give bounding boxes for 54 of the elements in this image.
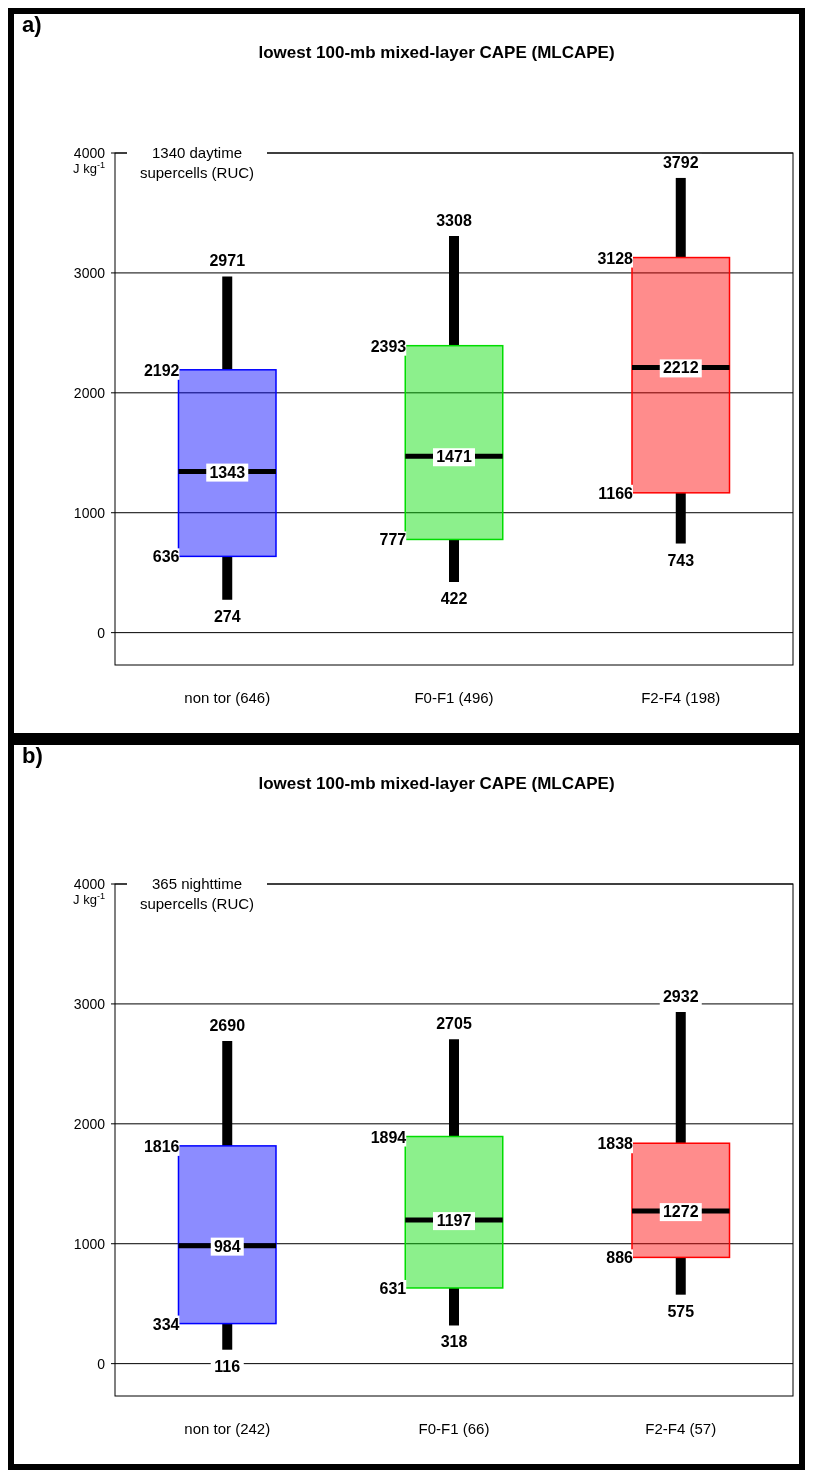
annotation: 1838 <box>597 1135 634 1153</box>
x-tick-label: F2-F4 (57) <box>645 1420 717 1437</box>
y-tick-label: 4000 <box>73 876 106 892</box>
annotation: 886 <box>606 1249 634 1267</box>
annotation: 1816 <box>143 1137 180 1155</box>
annotation: 422 <box>440 590 468 608</box>
y-tick-label: 1000 <box>73 504 106 521</box>
annotation: 1471 <box>436 448 472 466</box>
annotation: 2705 <box>436 1015 472 1033</box>
y-tick-label: 2000 <box>73 1115 106 1132</box>
annotation: 631 <box>379 1279 407 1297</box>
annotation: 575 <box>667 1302 695 1320</box>
annotation: 777 <box>379 531 407 549</box>
annotation: 3128 <box>597 249 634 267</box>
chart-subtitle: lowest 100-mb mixed-layer CAPE (MLCAPE) <box>258 43 615 62</box>
annotation: 2393 <box>370 337 407 355</box>
annotation: 2932 <box>662 988 699 1006</box>
annotation: 1197 <box>436 1212 472 1230</box>
x-tick-label: non tor (242) <box>184 1420 271 1437</box>
chart-title: b) <box>22 743 43 768</box>
annotation: 334 <box>152 1315 180 1333</box>
chart-title: a) <box>22 12 42 37</box>
x-tick-label: F2-F4 (198) <box>641 689 721 706</box>
annotation: 743 <box>667 551 695 569</box>
y-tick-label: 0 <box>97 624 106 641</box>
annotation: 1340 daytime supercells (RUC) <box>139 144 255 181</box>
y-tick-label: 0 <box>97 1355 106 1372</box>
annotation: 1166 <box>598 484 634 502</box>
y-tick-label: 2000 <box>73 384 106 401</box>
y-tick-label: 1000 <box>73 1235 106 1252</box>
y-tick-label: 3000 <box>73 264 106 281</box>
annotation: 1343 <box>209 463 246 481</box>
annotation: 636 <box>152 548 180 566</box>
annotation: 2212 <box>662 359 699 377</box>
y-axis-title: J kg$^{-1}$ <box>73 160 105 176</box>
annotation: 274 <box>213 607 241 625</box>
annotation: 3308 <box>436 211 472 229</box>
annotation: 1894 <box>370 1128 407 1146</box>
annotation: 116 <box>214 1357 241 1375</box>
annotation: 1272 <box>662 1203 699 1221</box>
annotation: 984 <box>213 1237 241 1255</box>
x-tick-label: F0-F1 (496) <box>414 689 494 706</box>
x-tick-label: F0-F1 (66) <box>418 1420 490 1437</box>
annotation: 2971 <box>209 252 246 270</box>
x-tick-label: non tor (646) <box>184 689 271 706</box>
annotation: 3792 <box>662 153 699 171</box>
annotation: 2690 <box>209 1017 246 1035</box>
annotation: 365 nighttime supercells (RUC) <box>139 875 255 912</box>
annotation: 318 <box>440 1333 468 1351</box>
y-axis-title: J kg$^{-1}$ <box>73 891 105 907</box>
chart-subtitle: lowest 100-mb mixed-layer CAPE (MLCAPE) <box>258 774 615 793</box>
y-tick-label: 3000 <box>73 995 106 1012</box>
annotation: 2192 <box>143 361 180 379</box>
y-tick-label: 4000 <box>73 145 106 161</box>
